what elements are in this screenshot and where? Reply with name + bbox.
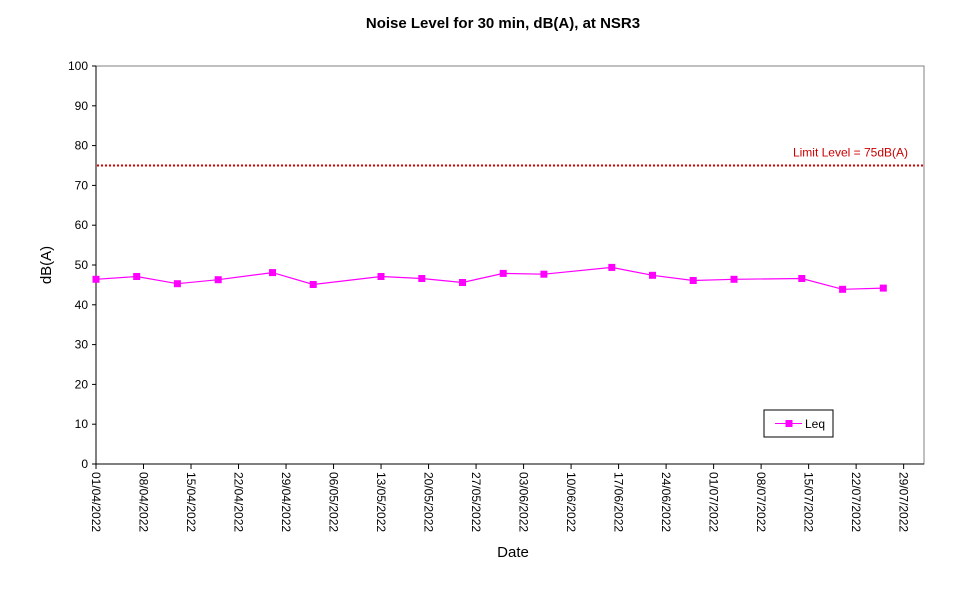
- data-point: [839, 285, 847, 293]
- x-tick-label: 01/07/2022: [707, 472, 721, 532]
- y-axis: 0 10 20 30 40 50 60 70 80 90 100: [68, 59, 97, 471]
- y-tick-label: 50: [75, 258, 89, 272]
- x-tick-label: 17/06/2022: [612, 472, 626, 532]
- x-tick-label: 15/07/2022: [802, 472, 816, 532]
- y-axis-label: dB(A): [38, 246, 55, 284]
- data-point: [798, 275, 806, 282]
- x-tick-label: 24/06/2022: [659, 472, 673, 532]
- x-tick-label: 15/04/2022: [184, 472, 198, 532]
- x-tick-label: 29/04/2022: [279, 472, 293, 532]
- data-point: [689, 277, 697, 284]
- chart-title: Noise Level for 30 min, dB(A), at NSR3: [366, 15, 640, 32]
- data-point: [269, 269, 276, 277]
- data-point: [649, 271, 656, 279]
- x-axis: 01/04/2022 08/04/2022 15/04/2022 22/04/2022…: [89, 463, 924, 532]
- x-tick-label: 01/04/2022: [89, 472, 103, 532]
- data-point: [173, 280, 181, 288]
- legend-label-leq: Leq: [805, 417, 825, 431]
- y-tick-label: 70: [75, 178, 89, 192]
- y-tick-label: 0: [81, 457, 88, 471]
- data-point: [214, 276, 222, 284]
- data-point: [540, 270, 548, 278]
- x-tick-label: 10/06/2022: [564, 472, 578, 532]
- data-point: [608, 263, 616, 271]
- x-tick-label: 03/06/2022: [517, 472, 531, 532]
- y-tick-label: 60: [75, 218, 89, 232]
- x-tick-label: 22/07/2022: [849, 472, 863, 532]
- legend: Leq: [763, 409, 834, 438]
- data-point: [499, 269, 507, 277]
- x-tick-label: 27/05/2022: [469, 472, 483, 532]
- x-tick-label: 08/07/2022: [754, 472, 768, 532]
- legend-marker-leq: [785, 420, 793, 427]
- data-point: [879, 284, 887, 292]
- y-tick-label: 80: [75, 139, 89, 153]
- limit-level-line-group: Limit Level = 75dB(A): [97, 146, 923, 167]
- x-tick-label: 20/05/2022: [422, 472, 436, 532]
- y-tick-label: 30: [75, 338, 89, 352]
- series-group: [92, 263, 887, 293]
- y-tick-label: 20: [75, 377, 89, 391]
- data-point: [133, 273, 141, 280]
- y-tick-label: 10: [75, 417, 89, 431]
- x-tick-label: 13/05/2022: [374, 472, 388, 532]
- y-tick-label: 100: [68, 59, 88, 73]
- plot-area: [95, 65, 925, 465]
- plot-border: [95, 65, 925, 465]
- y-tick-label: 90: [75, 99, 89, 113]
- x-axis-label: Date: [497, 544, 529, 561]
- x-tick-label: 08/04/2022: [137, 472, 151, 532]
- limit-level-label: Limit Level = 75dB(A): [793, 146, 908, 160]
- data-point: [377, 273, 385, 280]
- x-tick-label: 06/05/2022: [327, 472, 341, 532]
- data-point: [459, 279, 466, 286]
- y-tick-label: 40: [75, 298, 89, 312]
- x-tick-label: 29/07/2022: [897, 472, 911, 532]
- series-line-leq: [95, 266, 884, 290]
- data-point: [418, 275, 426, 282]
- data-point: [92, 275, 100, 283]
- data-point: [730, 275, 738, 283]
- x-tick-label: 22/04/2022: [232, 472, 246, 532]
- data-point: [309, 281, 317, 288]
